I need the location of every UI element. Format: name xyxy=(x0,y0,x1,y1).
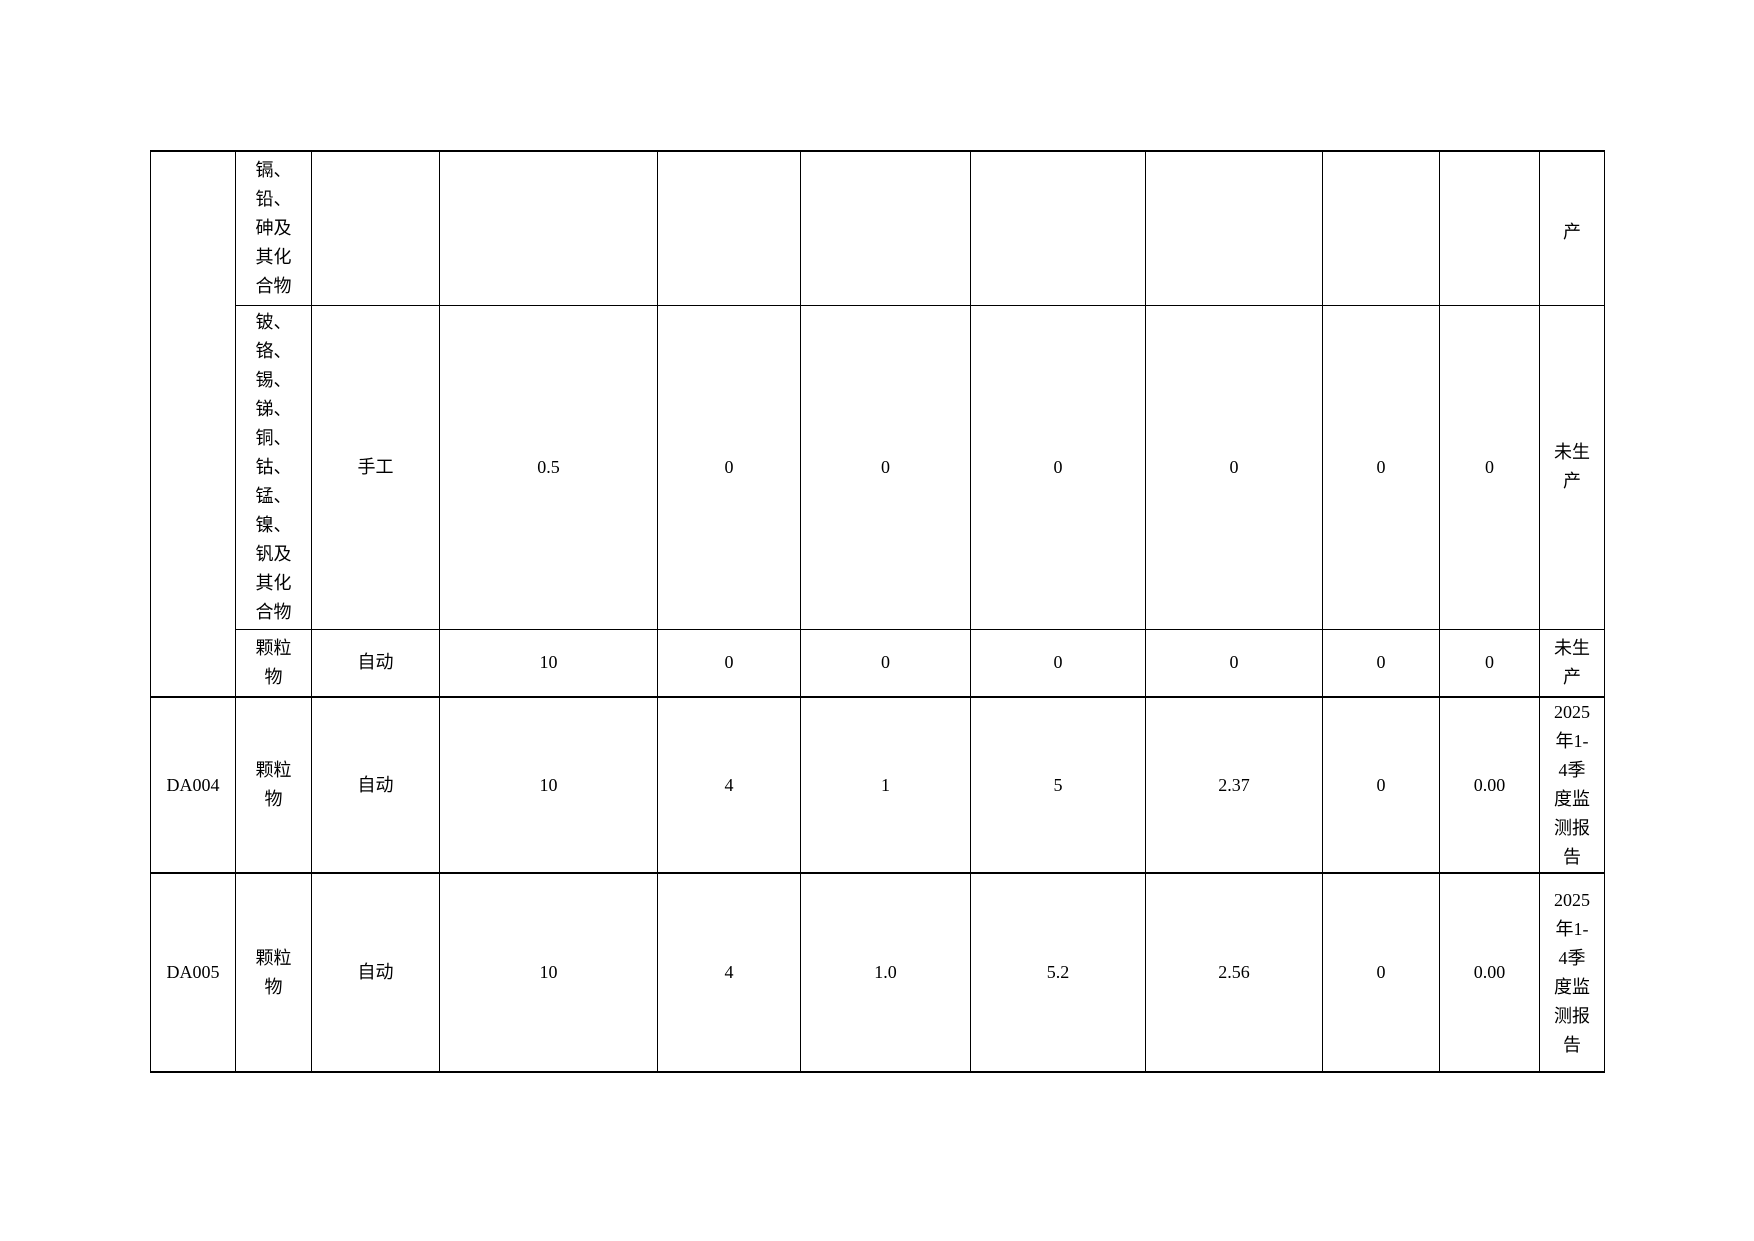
value-cell xyxy=(657,150,801,306)
status-cell: 2025年1-4季度监测报告 xyxy=(1539,872,1605,1073)
status-text: 未生产 xyxy=(1554,442,1590,491)
value-cell: 1 xyxy=(800,696,971,874)
pollutant-name-cell: 铍、铬、锡、锑、铜、钴、锰、镍、钒及其化合物 xyxy=(235,304,312,630)
monitoring-method-cell: 自动 xyxy=(311,872,440,1073)
status-text: 产 xyxy=(1563,221,1581,242)
value-cell: 5.2 xyxy=(970,872,1146,1073)
value-cell: 0.00 xyxy=(1439,696,1540,874)
value-cell: 0 xyxy=(1145,628,1323,698)
value-cell: 0 xyxy=(1322,628,1440,698)
pollutant-name-text: 镉、铅、砷及其化合物 xyxy=(255,159,292,296)
value-cell: 5 xyxy=(970,696,1146,874)
status-cell: 未生产 xyxy=(1539,304,1605,630)
value-cell: 2.56 xyxy=(1145,872,1323,1073)
value-cell: 0 xyxy=(1439,304,1540,630)
pollutant-name-cell: 颗粒物 xyxy=(235,696,312,874)
value-cell: 0 xyxy=(657,304,801,630)
table-row: 铍、铬、锡、锑、铜、钴、锰、镍、钒及其化合物 手工 0.5 0 0 0 0 0 … xyxy=(151,304,1605,630)
table-row: DA005 颗粒物 自动 10 4 1.0 5.2 2.56 0 0.00 20… xyxy=(150,872,1605,1073)
value-cell: 1.0 xyxy=(800,872,971,1073)
value-cell: 0 xyxy=(800,304,971,630)
value-cell: 0.00 xyxy=(1439,872,1540,1073)
value-cell xyxy=(1322,150,1440,306)
value-cell: 10 xyxy=(439,872,658,1073)
status-cell: 未生产 xyxy=(1539,628,1605,698)
value-cell: 4 xyxy=(657,696,801,874)
value-cell: 0 xyxy=(1322,696,1440,874)
status-cell: 2025年1-4季度监测报告 xyxy=(1539,696,1605,874)
pollutant-name-text: 铍、铬、锡、锑、铜、钴、锰、镍、钒及其化合物 xyxy=(255,311,292,622)
status-text: 2025年1-4季度监测报告 xyxy=(1554,889,1590,1055)
status-cell: 产 xyxy=(1539,150,1605,306)
value-cell: 0 xyxy=(1145,304,1323,630)
status-text: 2025年1-4季度监测报告 xyxy=(1554,702,1590,867)
value-cell: 0 xyxy=(1439,628,1540,698)
outlet-id-cell xyxy=(150,150,236,698)
table-row: 镉、铅、砷及其化合物 产 xyxy=(150,150,1605,698)
status-text: 未生产 xyxy=(1554,637,1590,687)
table-row: DA004 颗粒物 自动 10 4 1 5 2.37 0 0.00 2025年1… xyxy=(150,696,1605,874)
outlet-id-cell: DA005 xyxy=(150,872,236,1073)
value-cell: 0 xyxy=(970,304,1146,630)
pollutant-name-text: 颗粒物 xyxy=(255,760,292,809)
value-cell: 2.37 xyxy=(1145,696,1323,874)
value-cell xyxy=(970,150,1146,306)
value-cell xyxy=(439,150,658,306)
value-cell: 0 xyxy=(657,628,801,698)
value-cell xyxy=(1145,150,1323,306)
value-cell: 10 xyxy=(439,628,658,698)
value-cell: 0.5 xyxy=(439,304,658,630)
pollutant-name-text: 颗粒物 xyxy=(255,637,292,687)
monitoring-method-cell xyxy=(311,150,440,306)
pollutant-name-cell: 颗粒物 xyxy=(235,872,312,1073)
pollutant-name-cell: 颗粒物 xyxy=(235,628,312,698)
value-cell xyxy=(1439,150,1540,306)
monitoring-table: 镉、铅、砷及其化合物 产 铍、铬、锡、锑、铜、钴、锰、镍、钒及其化合物 手工 0… xyxy=(150,150,1605,1073)
pollutant-name-text: 颗粒物 xyxy=(255,947,292,997)
monitoring-method-cell: 自动 xyxy=(311,628,440,698)
table-row: 颗粒物 自动 10 0 0 0 0 0 0 未生产 xyxy=(151,628,1605,698)
value-cell: 0 xyxy=(1322,304,1440,630)
value-cell: 0 xyxy=(800,628,971,698)
outlet-id-cell: DA004 xyxy=(150,696,236,874)
value-cell xyxy=(800,150,971,306)
value-cell: 0 xyxy=(970,628,1146,698)
value-cell: 0 xyxy=(1322,872,1440,1073)
value-cell: 4 xyxy=(657,872,801,1073)
value-cell: 10 xyxy=(439,696,658,874)
monitoring-method-cell: 自动 xyxy=(311,696,440,874)
monitoring-method-cell: 手工 xyxy=(311,304,440,630)
pollutant-name-cell: 镉、铅、砷及其化合物 xyxy=(235,150,312,306)
